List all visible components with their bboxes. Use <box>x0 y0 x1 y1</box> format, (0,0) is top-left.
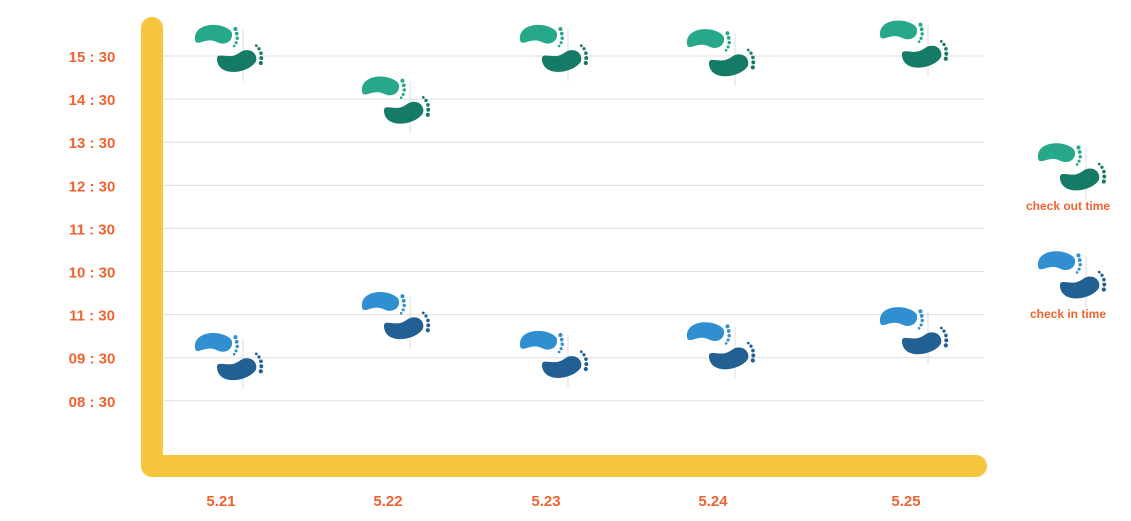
x-tick-label: 5.23 <box>531 493 560 510</box>
data-point-footprints-icon <box>518 22 590 82</box>
y-tick-label: 13 : 30 <box>69 135 116 152</box>
legend-footprints-icon <box>1036 140 1108 200</box>
data-point-footprints-icon <box>685 26 757 86</box>
data-point-footprints-icon <box>193 330 265 390</box>
gridlines <box>160 55 984 402</box>
axes <box>141 17 987 477</box>
data-point-footprints-icon <box>360 73 432 134</box>
legend: check out time check in time <box>1026 140 1110 321</box>
data-point-footprints-icon <box>685 319 757 379</box>
y-tick-label: 08 : 30 <box>69 394 116 411</box>
x-tick-label: 5.21 <box>206 493 235 510</box>
x-tick-label: 5.22 <box>373 493 402 510</box>
y-tick-label: 11 : 30 <box>69 308 115 325</box>
y-tick-label: 15 : 30 <box>69 49 116 66</box>
data-point-footprints-icon <box>878 17 950 78</box>
y-axis-ticks: 15 : 30 14 : 30 13 : 30 12 : 30 11 : 30 10 : … <box>69 49 116 411</box>
y-tick-label: 14 : 30 <box>69 92 116 109</box>
y-tick-label: 09 : 30 <box>69 351 116 368</box>
legend-label: check out time <box>1026 199 1110 213</box>
x-tick-label: 5.24 <box>698 493 728 510</box>
legend-footprints-icon <box>1036 248 1108 308</box>
x-axis-ticks: 5.21 5.22 5.23 5.24 5.25 <box>206 493 920 510</box>
data-point-footprints-icon <box>193 22 265 82</box>
y-tick-label: 12 : 30 <box>69 178 116 195</box>
data-point-footprints-icon <box>878 304 950 364</box>
x-tick-label: 5.25 <box>891 493 920 510</box>
y-tick-label: 10 : 30 <box>69 265 116 282</box>
y-tick-label: 11 : 30 <box>69 221 115 238</box>
data-point-footprints-icon <box>360 289 432 349</box>
legend-label: check in time <box>1030 307 1106 321</box>
data-point-footprints-icon <box>518 328 590 388</box>
data-markers <box>193 17 950 390</box>
